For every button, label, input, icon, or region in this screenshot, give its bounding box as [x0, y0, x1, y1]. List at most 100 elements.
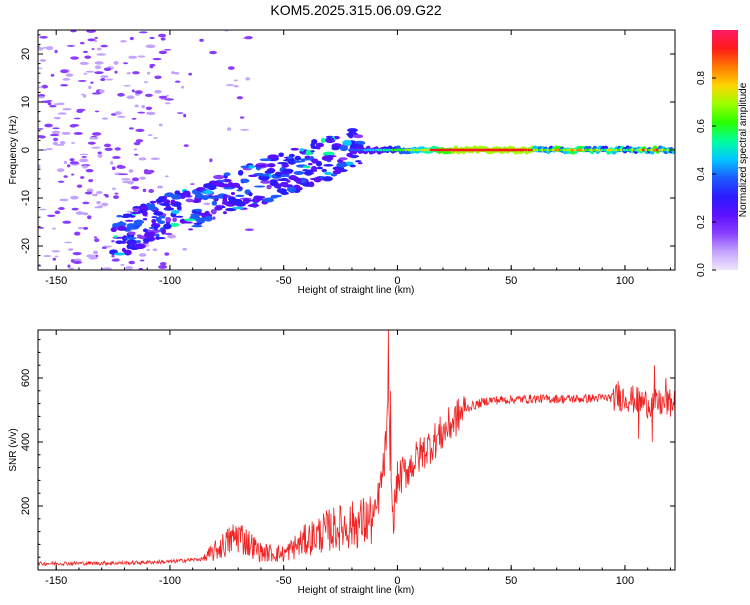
spectrogram-cell — [94, 65, 102, 70]
spectrogram-cell — [50, 73, 55, 77]
spectrogram-cell — [142, 241, 149, 244]
spectrogram-cell — [38, 208, 47, 211]
spectrogram-xtick-label: -50 — [276, 275, 292, 287]
spectrogram-cell — [73, 258, 82, 262]
spectrogram-cell — [146, 248, 150, 251]
spectrogram-cell — [270, 196, 278, 199]
spectrogram-cell — [310, 150, 315, 153]
spectrogram-cell — [94, 238, 100, 243]
spectrogram-cell — [244, 228, 254, 231]
spectrogram-cell — [165, 94, 170, 97]
spectrogram-cell — [139, 259, 145, 262]
spectrogram-cell — [175, 215, 184, 218]
spectrogram-cell — [59, 198, 69, 202]
spectrogram-xlabel: Height of straight line (km) — [298, 285, 415, 296]
spectrogram-cell — [145, 106, 153, 110]
spectrogram-cell — [38, 135, 45, 138]
spectrogram-cell — [119, 40, 127, 43]
spectrogram-cell — [244, 36, 253, 40]
spectrogram-cell — [174, 80, 181, 83]
spectrogram-x-ticks: -150 -100 -50 0 50 100 — [45, 30, 671, 287]
spectrogram-cell — [190, 183, 195, 185]
spectrogram-cell — [263, 197, 275, 203]
spectrogram-cell — [132, 206, 142, 209]
colorbar-tick-label: 0.6 — [696, 119, 707, 133]
spectrogram-cell — [153, 211, 164, 216]
spectrogram-cell — [95, 190, 103, 195]
spectrogram-cell — [57, 207, 65, 210]
spectrogram-cell — [82, 165, 88, 169]
spectrogram-cell — [43, 255, 52, 257]
spectrogram-cell — [286, 186, 297, 193]
spectrogram-cell — [258, 175, 270, 181]
spectrogram-cell — [67, 164, 71, 168]
spectrogram-cell — [135, 128, 145, 133]
spectrogram-cell — [113, 61, 119, 65]
spectrogram-cell — [239, 116, 245, 119]
spectrogram-cell — [357, 141, 366, 145]
spectrogram-cell — [100, 78, 106, 82]
spectrogram-cell — [130, 185, 140, 190]
spectrogram-cell — [290, 147, 300, 151]
spectrogram-xtick-label: -100 — [159, 275, 181, 287]
spectrogram-cell — [94, 40, 98, 43]
spectrogram-cell — [73, 117, 81, 120]
spectrogram-cell — [124, 236, 137, 240]
spectrogram-cell — [203, 190, 213, 195]
spectrogram-cell — [117, 92, 125, 97]
spectrogram-cell — [114, 111, 122, 115]
spectrogram-cell — [64, 241, 73, 244]
spectrogram-cell — [149, 200, 157, 204]
spectrogram-xtick-label: 50 — [505, 275, 517, 287]
spectrogram-cell — [38, 96, 45, 99]
spectrogram-cell — [142, 238, 151, 243]
spectrogram-cell — [102, 267, 112, 270]
spectrogram-cell — [148, 189, 155, 194]
spectrogram-cell — [158, 215, 166, 219]
spectrogram-xtick-label: -150 — [45, 275, 67, 287]
spectrogram-cell — [52, 227, 56, 230]
spectrogram-cell — [52, 141, 58, 146]
spectrogram-cell — [148, 169, 155, 174]
spectrogram-cell — [163, 49, 172, 51]
spectrogram-cell — [153, 224, 158, 231]
spectrogram-cell — [293, 170, 305, 175]
snr-xtick-label: -50 — [276, 575, 292, 587]
spectrogram-cell — [154, 237, 166, 240]
spectrogram-ytick-label: -20 — [20, 238, 32, 254]
spectrogram-cell — [158, 50, 168, 55]
spectrogram-y-ticks: -20 -10 0 10 20 — [20, 34, 675, 266]
spectrogram-cell — [86, 254, 96, 258]
spectrogram-cell — [66, 45, 75, 47]
spectrogram-cell — [240, 178, 250, 184]
spectrogram-cell — [75, 211, 85, 215]
spectrogram-cell — [113, 195, 119, 200]
spectrogram-cell — [70, 30, 77, 33]
spectrogram-cell — [158, 33, 167, 38]
snr-ylabel: SNR (v/v) — [8, 428, 19, 471]
spectrogram-cell — [157, 220, 166, 225]
spectrogram-cell — [158, 95, 168, 99]
spectrogram-cell — [94, 61, 104, 65]
spectrogram-cell — [188, 72, 193, 76]
spectrogram-cell — [233, 84, 239, 88]
spectrogram-cell — [148, 226, 156, 230]
spectrogram-cell — [85, 70, 95, 73]
spectrogram-cell — [111, 187, 116, 190]
spectrogram-cell — [164, 252, 170, 256]
snr-xtick-label: 100 — [616, 575, 634, 587]
spectrogram-cell — [310, 165, 318, 172]
spectrogram-cell — [245, 77, 250, 81]
spectrogram-cell — [203, 215, 213, 222]
spectrogram-cell — [212, 216, 216, 220]
colorbar-ticks: 0.0 0.2 0.4 0.6 0.8 — [696, 71, 716, 277]
spectrogram-cell — [276, 183, 282, 188]
spectrogram-cell — [164, 98, 174, 101]
spectrogram-cell — [269, 180, 279, 187]
spectrogram-cell — [41, 100, 51, 104]
spectrogram-cell — [143, 81, 149, 84]
spectrogram-ytick-label: 0 — [20, 147, 32, 153]
spectrogram-cell — [53, 116, 61, 120]
spectrogram-cell — [182, 190, 190, 196]
